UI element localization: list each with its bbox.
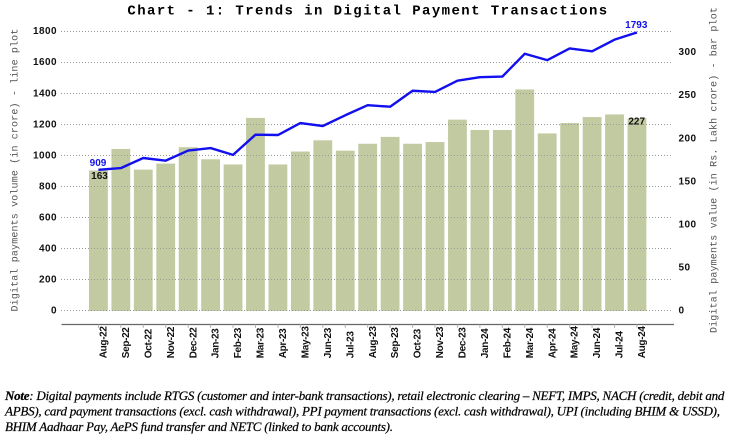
svg-text:250: 250 — [679, 90, 697, 101]
svg-text:1400: 1400 — [33, 88, 57, 99]
svg-text:Jan-24: Jan-24 — [480, 328, 491, 358]
svg-text:200: 200 — [39, 275, 57, 286]
svg-text:Dec-22: Dec-22 — [188, 327, 199, 358]
svg-text:50: 50 — [679, 263, 691, 274]
svg-text:1000: 1000 — [33, 150, 57, 161]
svg-text:100: 100 — [679, 220, 697, 231]
svg-text:Feb-23: Feb-23 — [233, 327, 244, 358]
svg-text:Oct-23: Oct-23 — [413, 328, 424, 358]
svg-text:Digital payments value (in Rs.: Digital payments value (in Rs. Lakh cror… — [709, 7, 721, 333]
svg-text:Nov-23: Nov-23 — [435, 326, 446, 358]
svg-text:1793: 1793 — [625, 20, 648, 31]
svg-text:Nov-22: Nov-22 — [166, 326, 177, 358]
svg-text:BHIM Aadhaar Pay, AePS fund tr: BHIM Aadhaar Pay, AePS fund transfer and… — [5, 419, 393, 434]
svg-text:Mar-24: Mar-24 — [525, 327, 536, 358]
svg-text:APBS), card payment transactio: APBS), card payment transactions (excl. … — [4, 404, 720, 419]
svg-text:1800: 1800 — [33, 26, 57, 37]
svg-text:Sep-23: Sep-23 — [390, 327, 401, 358]
svg-text:0: 0 — [51, 306, 57, 317]
svg-text:Feb-24: Feb-24 — [502, 327, 513, 358]
svg-text:Apr-24: Apr-24 — [547, 328, 558, 358]
svg-text:200: 200 — [679, 133, 697, 144]
svg-text:Mar-23: Mar-23 — [256, 327, 267, 358]
svg-text:Jun-24: Jun-24 — [592, 327, 603, 358]
svg-text:Jun-23: Jun-23 — [323, 327, 334, 358]
svg-text:909: 909 — [90, 158, 107, 169]
svg-text:Dec-23: Dec-23 — [458, 327, 469, 358]
svg-text:400: 400 — [39, 244, 57, 255]
svg-text:1600: 1600 — [33, 57, 57, 68]
svg-text:Note: Digital payments include: Note: Digital payments include RTGS (cus… — [4, 388, 725, 403]
svg-text:150: 150 — [679, 176, 697, 187]
svg-text:227: 227 — [628, 117, 645, 128]
svg-text:Sep-22: Sep-22 — [121, 327, 132, 358]
svg-text:800: 800 — [39, 181, 57, 192]
svg-text:May-24: May-24 — [570, 326, 581, 359]
svg-text:300: 300 — [679, 47, 697, 58]
svg-text:Aug-23: Aug-23 — [368, 326, 379, 359]
svg-text:Jan-23: Jan-23 — [211, 328, 222, 358]
svg-text:Aug-22: Aug-22 — [99, 326, 110, 359]
svg-text:600: 600 — [39, 213, 57, 224]
svg-text:Jul-23: Jul-23 — [345, 331, 356, 359]
svg-text:Chart - 1: Trends in Digital P: Chart - 1: Trends in Digital Payment Tra… — [127, 4, 608, 20]
svg-text:Jul-24: Jul-24 — [615, 331, 626, 359]
svg-text:Apr-23: Apr-23 — [278, 328, 289, 358]
svg-text:163: 163 — [91, 171, 108, 182]
svg-text:1200: 1200 — [33, 119, 57, 130]
svg-text:Aug-24: Aug-24 — [637, 326, 648, 359]
svg-text:May-23: May-23 — [300, 326, 311, 359]
svg-text:Digital payments volume (in cr: Digital payments volume (in crore) - lin… — [10, 29, 22, 312]
svg-text:Oct-22: Oct-22 — [143, 328, 154, 358]
svg-text:0: 0 — [679, 306, 685, 317]
